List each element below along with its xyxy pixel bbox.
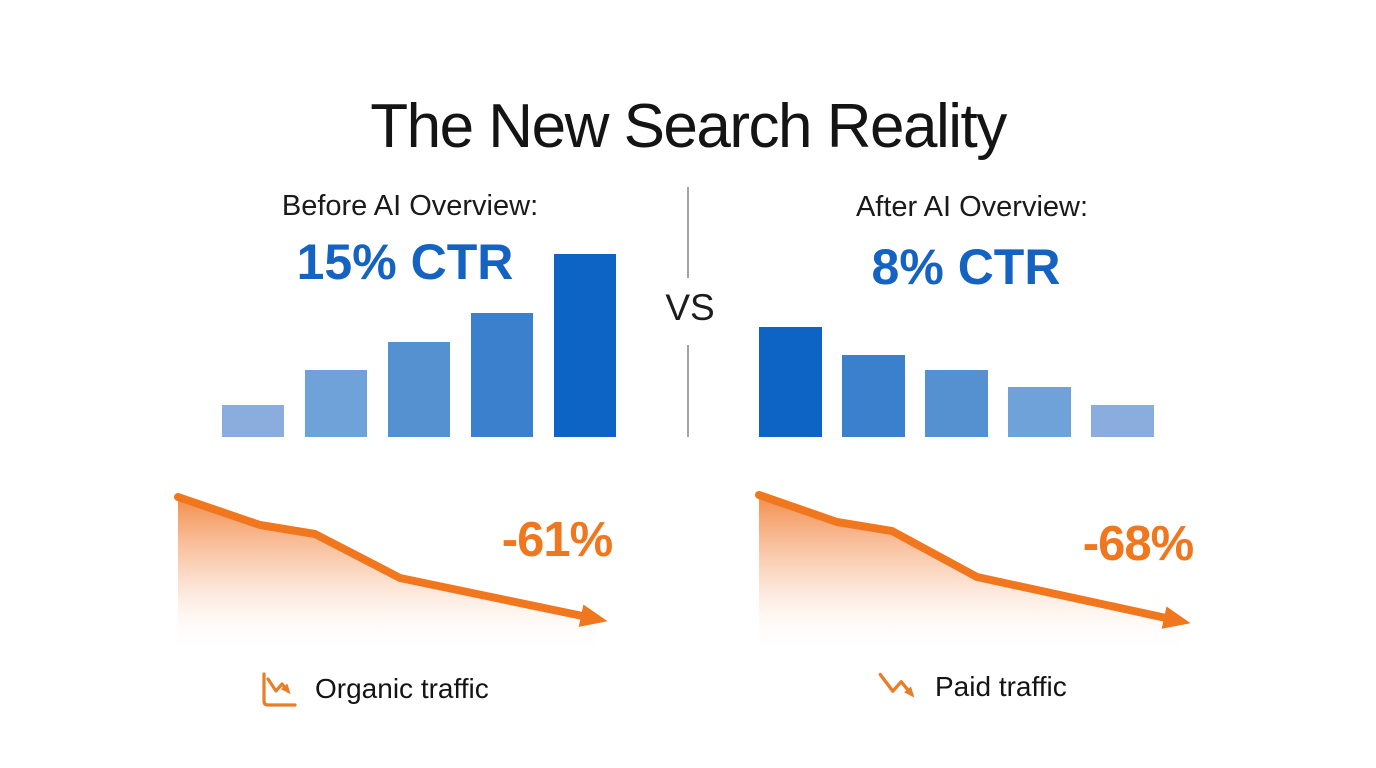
before-trend-chart — [174, 493, 608, 653]
after-bar-chart — [759, 327, 1154, 437]
after-change-value: -68% — [1082, 517, 1194, 571]
after-panel-heading: After AI Overview: — [855, 191, 1089, 223]
page-title: The New Search Reality — [370, 91, 1007, 161]
bar — [554, 254, 616, 437]
trend-arrow-line — [174, 493, 608, 627]
before-panel-heading: Before AI Overview: — [281, 190, 539, 222]
bar — [1008, 387, 1071, 437]
bar — [759, 327, 822, 437]
vs-label: VS — [665, 287, 715, 328]
bar — [222, 405, 284, 437]
legend-label: Paid traffic — [935, 671, 1067, 702]
before-ctr-value: 15% CTR — [296, 234, 514, 290]
after-ctr-value: 8% CTR — [871, 239, 1061, 295]
before-change-value: -61% — [501, 513, 613, 567]
divider-line-top — [687, 187, 689, 278]
trend-arrow-line — [755, 491, 1191, 629]
divider-line-bottom — [687, 345, 689, 437]
trending-down-icon — [878, 672, 915, 698]
declining-chart-icon — [262, 672, 297, 707]
before-legend: Organic traffic — [256, 667, 489, 711]
bar — [1091, 405, 1154, 437]
bar — [388, 342, 450, 437]
bar — [925, 370, 988, 437]
bar — [842, 355, 905, 437]
after-trend-chart — [755, 491, 1191, 653]
before-bar-chart — [222, 254, 616, 437]
legend-label: Organic traffic — [315, 673, 489, 704]
after-legend: Paid traffic — [874, 664, 1067, 710]
bar — [471, 313, 533, 437]
bar — [305, 370, 367, 437]
